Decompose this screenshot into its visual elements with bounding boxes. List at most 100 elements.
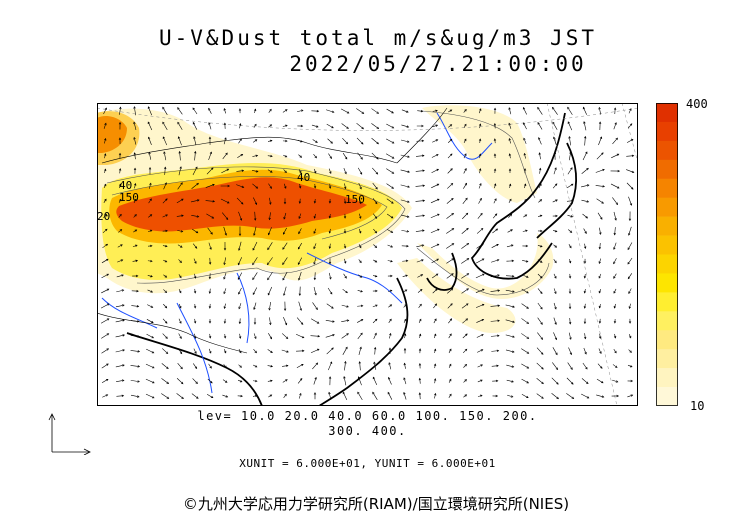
wind-vector (282, 242, 288, 250)
wind-vector (268, 183, 272, 189)
wind-vector-head (420, 274, 424, 277)
wind-vector (358, 274, 362, 278)
wind-vector-head (598, 106, 601, 110)
wind-vector (371, 123, 379, 129)
wind-vector (134, 183, 136, 189)
colorbar-cell (656, 330, 678, 350)
wind-vector (537, 273, 543, 279)
wind-vector (418, 304, 422, 308)
wind-vector (568, 332, 572, 340)
wind-vector-head (179, 321, 182, 324)
wind-vector (145, 363, 155, 369)
wind-vector-head (464, 108, 467, 112)
wind-vector (595, 169, 605, 173)
wind-vector (371, 152, 379, 160)
wind-vector-head (317, 334, 321, 338)
wind-vector (434, 363, 436, 369)
wind-vector-head (493, 183, 497, 186)
wind-vector-head (375, 304, 378, 307)
wind-vector (358, 244, 362, 248)
wind-vector-head (267, 292, 271, 296)
wind-vector-head (208, 336, 212, 339)
wind-vector (162, 245, 168, 247)
wind-vector-head (496, 243, 499, 247)
wind-vector-head (193, 321, 197, 324)
wind-vector (521, 303, 529, 309)
wind-vector (537, 122, 543, 130)
wind-vector-head (269, 322, 272, 326)
wind-vector-head (614, 350, 617, 354)
wind-vector (358, 198, 362, 204)
wind-vector (267, 140, 273, 142)
wind-vector (342, 152, 348, 160)
wind-vector-head (540, 245, 543, 248)
wind-vector-head (299, 170, 302, 174)
wind-vector-head (568, 306, 572, 310)
wind-vector-head (600, 217, 603, 220)
wind-vector (238, 211, 242, 221)
wind-vector (596, 152, 604, 160)
wind-vector (463, 138, 467, 144)
wind-vector (313, 228, 317, 234)
wind-vector-head (224, 365, 227, 369)
wind-vector-head (359, 260, 362, 264)
wind-vector-head (208, 321, 212, 324)
wind-vector (147, 260, 153, 262)
wind-vector (611, 153, 619, 159)
wind-vector-head (418, 377, 422, 381)
wind-vector (626, 182, 634, 190)
wind-vector (416, 244, 424, 248)
wind-vector (373, 244, 377, 248)
wind-vector (356, 319, 364, 323)
wind-vector-head (103, 168, 107, 172)
wind-vector (146, 348, 154, 354)
wind-vector-head (270, 154, 273, 158)
wind-vector-head (388, 362, 391, 365)
wind-vector-head (436, 243, 440, 247)
wind-vector (253, 349, 257, 353)
wind-vector (477, 213, 483, 219)
wind-vector (281, 349, 289, 353)
wind-vector (521, 348, 529, 354)
wind-vector-head (601, 152, 604, 155)
wind-vector-head (436, 168, 440, 172)
wind-vector (523, 122, 527, 130)
wind-vector-head (148, 167, 152, 170)
wind-vector (598, 288, 602, 294)
wind-vector-head (342, 391, 345, 395)
wind-vector-head (509, 198, 512, 202)
wind-vector (134, 106, 136, 116)
wind-vector (627, 257, 633, 265)
wind-vector (553, 167, 557, 175)
wind-vector (415, 185, 425, 187)
wind-vector-head (212, 183, 215, 187)
wind-vector-head (270, 379, 273, 383)
wind-vector-head (361, 111, 365, 114)
wind-vector-head (599, 232, 602, 235)
wind-vector (475, 258, 485, 264)
wind-vector (599, 243, 601, 249)
wind-vector (207, 378, 213, 384)
wind-vector-head (389, 332, 392, 336)
wind-vector (191, 215, 199, 217)
wind-vector (372, 377, 378, 385)
wind-vector (268, 124, 272, 128)
wind-vector (102, 394, 108, 398)
wind-vector (553, 302, 557, 310)
wind-vector-head (450, 303, 453, 306)
wind-vector-head (119, 213, 122, 217)
wind-vector-head (134, 183, 137, 186)
wind-vector (178, 333, 182, 339)
wind-vector (523, 138, 527, 144)
wind-vector-head (420, 109, 424, 113)
wind-vector-head (106, 363, 109, 366)
wind-vector-head (119, 106, 122, 110)
wind-vector (582, 362, 588, 370)
wind-vector (208, 122, 212, 130)
wind-vector-head (238, 321, 242, 325)
wind-vector-head (105, 378, 109, 382)
wind-vector (358, 376, 362, 386)
colorbar-cell (656, 178, 678, 198)
wind-vector-head (554, 276, 557, 279)
wind-vector (477, 395, 483, 397)
